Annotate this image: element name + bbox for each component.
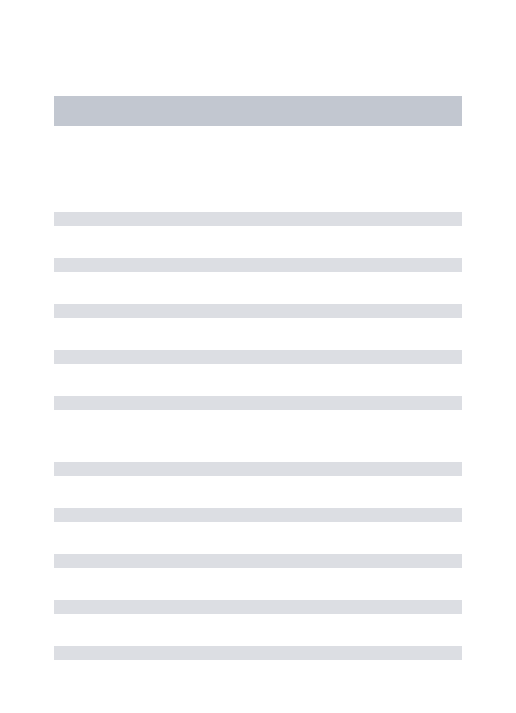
text-line-placeholder xyxy=(54,600,462,614)
title-placeholder-bar xyxy=(54,96,462,126)
text-line-placeholder xyxy=(54,396,462,410)
text-line-placeholder xyxy=(54,350,462,364)
text-line-placeholder xyxy=(54,646,462,660)
text-line-placeholder xyxy=(54,212,462,226)
document-skeleton xyxy=(0,0,516,660)
text-line-placeholder xyxy=(54,258,462,272)
text-line-placeholder xyxy=(54,304,462,318)
text-line-placeholder xyxy=(54,508,462,522)
paragraph-block-2 xyxy=(54,462,462,660)
paragraph-block-1 xyxy=(54,212,462,410)
text-line-placeholder xyxy=(54,462,462,476)
text-line-placeholder xyxy=(54,554,462,568)
section-gap xyxy=(54,442,462,462)
